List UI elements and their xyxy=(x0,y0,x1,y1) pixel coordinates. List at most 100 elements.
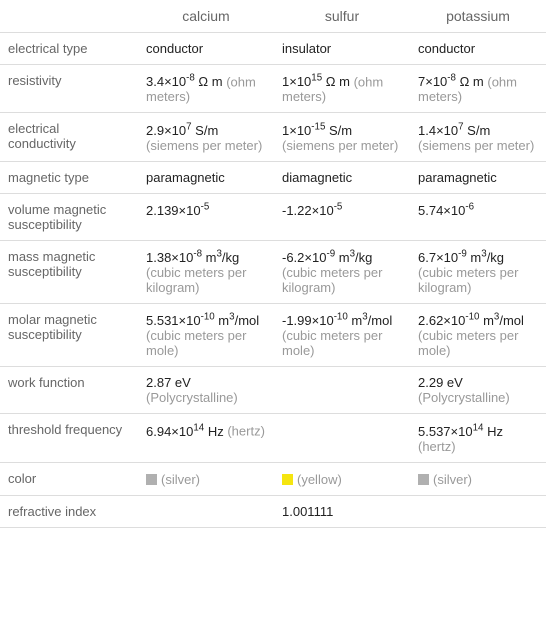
row-label: electrical type xyxy=(0,33,138,65)
row-label: mass magnetic susceptibility xyxy=(0,240,138,303)
cell-value: 3.4×10-8 Ω m xyxy=(146,74,223,89)
row-label: work function xyxy=(0,367,138,414)
cell-value: 6.94×1014 Hz xyxy=(146,424,224,439)
table-cell: 2.29 eV (Polycrystalline) xyxy=(410,367,546,414)
header-col-1: calcium xyxy=(138,0,274,33)
table-row: resistivity3.4×10-8 Ω m (ohm meters)1×10… xyxy=(0,65,546,113)
table-row: color (silver) (yellow) (silver) xyxy=(0,462,546,495)
cell-unit-note: (cubic meters per mole) xyxy=(146,328,246,358)
table-cell xyxy=(274,367,410,414)
row-label: resistivity xyxy=(0,65,138,113)
table-cell: -1.22×10-5 xyxy=(274,193,410,240)
table-cell: 1×10-15 S/m (siemens per meter) xyxy=(274,113,410,161)
table-cell: 1.4×107 S/m (siemens per meter) xyxy=(410,113,546,161)
table-cell: 1×1015 Ω m (ohm meters) xyxy=(274,65,410,113)
row-label: refractive index xyxy=(0,495,138,527)
cell-unit-note: (cubic meters per kilogram) xyxy=(418,265,518,295)
cell-value: 5.537×1014 Hz xyxy=(418,424,503,439)
cell-unit-note: (siemens per meter) xyxy=(282,138,398,153)
table-row: magnetic type paramagnetic diamagnetic para… xyxy=(0,161,546,193)
color-swatch xyxy=(282,474,293,485)
cell-value: -1.99×10-10 m3/mol xyxy=(282,313,392,328)
table-row: refractive index 1.001111 xyxy=(0,495,546,527)
table-row: electrical type conductor insulator conduct… xyxy=(0,33,546,65)
cell-value: 1.38×10-8 m3/kg xyxy=(146,250,239,265)
row-label: magnetic type xyxy=(0,161,138,193)
table-row: volume magnetic susceptibility 2.139×10-5… xyxy=(0,193,546,240)
table-cell: paramagnetic xyxy=(410,161,546,193)
cell-value: 5.531×10-10 m3/mol xyxy=(146,313,259,328)
color-swatch xyxy=(146,474,157,485)
cell-value: 2.29 eV xyxy=(418,375,463,390)
table-cell: (silver) xyxy=(410,462,546,495)
table-cell: (silver) xyxy=(138,462,274,495)
row-label: molar magnetic susceptibility xyxy=(0,303,138,366)
row-label: threshold frequency xyxy=(0,414,138,462)
cell-value: insulator xyxy=(282,41,331,56)
table-cell: diamagnetic xyxy=(274,161,410,193)
table-cell: 5.537×1014 Hz (hertz) xyxy=(410,414,546,462)
properties-table: calcium sulfur potassium electrical type… xyxy=(0,0,546,528)
cell-value: -6.2×10-9 m3/kg xyxy=(282,250,372,265)
cell-value: conductor xyxy=(418,41,475,56)
cell-value: 2.62×10-10 m3/mol xyxy=(418,313,524,328)
cell-value: 2.87 eV xyxy=(146,375,191,390)
color-swatch xyxy=(418,474,429,485)
color-label: (silver) xyxy=(161,472,200,487)
table-cell: (yellow) xyxy=(274,462,410,495)
header-blank xyxy=(0,0,138,33)
table-cell: 5.531×10-10 m3/mol (cubic meters per mol… xyxy=(138,303,274,366)
cell-value: 1×1015 Ω m xyxy=(282,74,350,89)
table-cell: 1.001111 xyxy=(274,495,410,527)
cell-value: 5.74×10-6 xyxy=(418,203,474,218)
cell-unit-note: (hertz) xyxy=(227,424,265,439)
row-label: color xyxy=(0,462,138,495)
table-cell: 3.4×10-8 Ω m (ohm meters) xyxy=(138,65,274,113)
table-cell: insulator xyxy=(274,33,410,65)
cell-unit-note: (cubic meters per mole) xyxy=(418,328,518,358)
table-cell: 2.9×107 S/m (siemens per meter) xyxy=(138,113,274,161)
row-label: electrical conductivity xyxy=(0,113,138,161)
table-cell xyxy=(410,495,546,527)
cell-value: 2.139×10-5 xyxy=(146,203,209,218)
table-row: threshold frequency6.94×1014 Hz (hertz)5… xyxy=(0,414,546,462)
table-cell xyxy=(274,414,410,462)
table-header-row: calcium sulfur potassium xyxy=(0,0,546,33)
table-row: mass magnetic susceptibility1.38×10-8 m3… xyxy=(0,240,546,303)
table-cell: 2.62×10-10 m3/mol (cubic meters per mole… xyxy=(410,303,546,366)
cell-value: conductor xyxy=(146,41,203,56)
table-row: molar magnetic susceptibility5.531×10-10… xyxy=(0,303,546,366)
table-cell: 7×10-8 Ω m (ohm meters) xyxy=(410,65,546,113)
cell-value: 7×10-8 Ω m xyxy=(418,74,484,89)
cell-value: -1.22×10-5 xyxy=(282,203,342,218)
cell-unit-note: (cubic meters per mole) xyxy=(282,328,382,358)
cell-value: 1.001111 xyxy=(282,504,333,519)
color-label: (silver) xyxy=(433,472,472,487)
cell-value: paramagnetic xyxy=(146,170,225,185)
table-body: electrical type conductor insulator conduct… xyxy=(0,33,546,528)
cell-value: 1.4×107 S/m xyxy=(418,123,490,138)
cell-unit-note: (cubic meters per kilogram) xyxy=(282,265,382,295)
table-cell: 1.38×10-8 m3/kg (cubic meters per kilogr… xyxy=(138,240,274,303)
table-cell: -6.2×10-9 m3/kg (cubic meters per kilogr… xyxy=(274,240,410,303)
cell-unit-note: (siemens per meter) xyxy=(146,138,262,153)
cell-unit-note: (Polycrystalline) xyxy=(418,390,510,405)
table-cell: conductor xyxy=(410,33,546,65)
cell-unit-note: (hertz) xyxy=(418,439,456,454)
row-label: volume magnetic susceptibility xyxy=(0,193,138,240)
table-cell: 6.7×10-9 m3/kg (cubic meters per kilogra… xyxy=(410,240,546,303)
table-cell: 2.139×10-5 xyxy=(138,193,274,240)
cell-value: 2.9×107 S/m xyxy=(146,123,218,138)
table-cell: -1.99×10-10 m3/mol (cubic meters per mol… xyxy=(274,303,410,366)
cell-unit-note: (Polycrystalline) xyxy=(146,390,238,405)
table-cell: paramagnetic xyxy=(138,161,274,193)
color-label: (yellow) xyxy=(297,472,342,487)
table-cell: 6.94×1014 Hz (hertz) xyxy=(138,414,274,462)
cell-value: 1×10-15 S/m xyxy=(282,123,352,138)
cell-value: diamagnetic xyxy=(282,170,352,185)
cell-value: paramagnetic xyxy=(418,170,497,185)
header-col-2: sulfur xyxy=(274,0,410,33)
cell-unit-note: (siemens per meter) xyxy=(418,138,534,153)
table-cell xyxy=(138,495,274,527)
table-cell: conductor xyxy=(138,33,274,65)
